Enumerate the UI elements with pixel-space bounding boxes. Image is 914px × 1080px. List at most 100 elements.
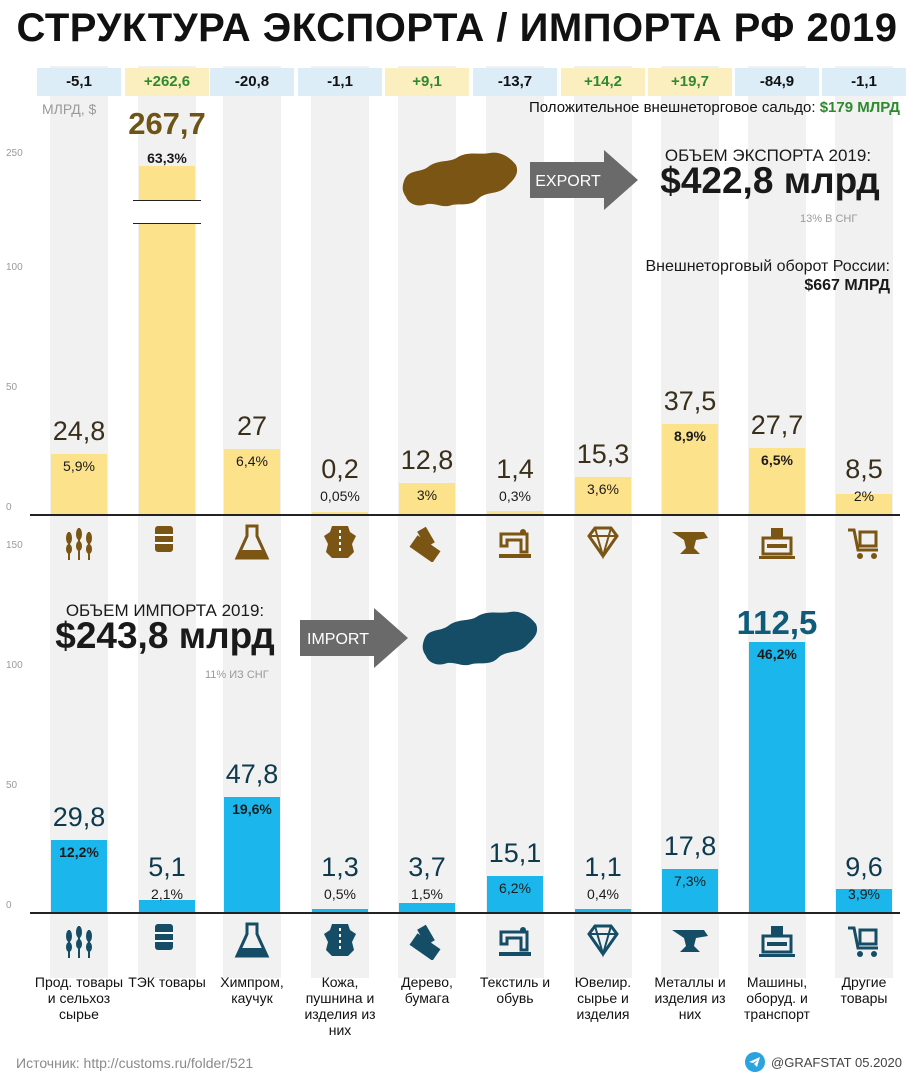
- y-tick-label: 100: [6, 262, 23, 273]
- wheat-icon: [59, 920, 99, 960]
- import-bar: [749, 642, 805, 912]
- export-cis-share: 13% В СНГ: [800, 213, 858, 225]
- sewing-machine-icon: [495, 920, 535, 960]
- balance-note-value: $179 МЛРД: [819, 99, 900, 116]
- telegram-icon: [745, 1052, 766, 1072]
- export-value-label: 37,5: [663, 386, 717, 416]
- cart-box-icon: [844, 522, 884, 562]
- import-value-label: 29,8: [52, 802, 106, 833]
- export-bar: [575, 477, 631, 514]
- wood-plank-icon: [407, 522, 447, 563]
- export-share-label: 5,9%: [63, 458, 95, 475]
- export-share-label: 8,9%: [674, 428, 706, 444]
- y-tick-label: 0: [6, 900, 12, 911]
- export-share-label: 0,3%: [499, 488, 531, 504]
- category-label: Другие товары: [840, 974, 888, 1006]
- column-stripe: [311, 66, 369, 978]
- balance-value: +9,1: [385, 68, 469, 96]
- flask-icon: [232, 920, 272, 960]
- export-share-label: 6,5%: [761, 451, 793, 468]
- balance-value: -13,7: [473, 68, 557, 96]
- export-share-label: 0,05%: [320, 488, 360, 504]
- column-stripe: [574, 66, 632, 978]
- import-bar: [836, 888, 892, 912]
- import-bar: [51, 840, 107, 912]
- export-value-label: 12,8: [400, 445, 454, 476]
- export-bar: [224, 449, 280, 514]
- import-share-label: 46,2%: [757, 646, 797, 662]
- export-share-label: 6,4%: [236, 453, 268, 470]
- balance-value: +19,7: [648, 68, 732, 96]
- oil-barrel-icon: [147, 920, 187, 960]
- balance-value: +14,2: [561, 68, 645, 96]
- export-heading: ОБЪЕМ ЭКСПОРТА 2019:: [664, 146, 872, 165]
- export-bar: [662, 424, 718, 514]
- wheat-icon: [59, 522, 99, 562]
- import-arrow-label: IMPORT: [307, 631, 369, 648]
- leather-hide-icon: [320, 920, 360, 960]
- export-bar: [487, 510, 543, 514]
- export-bar: [139, 166, 195, 514]
- import-share-label: 7,3%: [674, 873, 706, 890]
- sewing-machine-icon: [495, 522, 535, 562]
- balance-value: -20,8: [210, 68, 294, 96]
- machine-icon: [757, 522, 797, 562]
- turnover-value: $667 МЛРД: [804, 277, 890, 294]
- import-share-label: 2,1%: [151, 886, 183, 902]
- import-bar: [662, 869, 718, 912]
- category-label: Текстиль и обувь: [479, 974, 551, 1006]
- axis-break-mark: [133, 200, 201, 224]
- import-value-label: 1,1: [584, 852, 622, 882]
- import-share-label: 3,9%: [848, 886, 880, 902]
- export-share-label: 3,6%: [587, 481, 619, 498]
- category-label: Металлы и изделия из них: [654, 974, 726, 1022]
- export-value-label: 8,5: [845, 454, 883, 484]
- export-value-label: 15,3: [576, 439, 630, 470]
- import-share-label: 12,2%: [59, 844, 99, 861]
- export-share-label: 3%: [416, 487, 438, 504]
- cart-box-icon: [844, 920, 884, 960]
- oil-barrel-icon: [147, 522, 187, 562]
- import-value-label: 3,7: [408, 852, 446, 882]
- russia-map-export: [402, 152, 518, 207]
- export-value-label: 27,7: [750, 409, 804, 440]
- import-value-label: 9,6: [845, 852, 883, 882]
- import-arrow: IMPORT: [300, 608, 408, 668]
- balance-value: -1,1: [298, 68, 382, 96]
- column-stripe: [661, 66, 719, 978]
- import-bar: [139, 899, 195, 912]
- y-tick-label: 50: [6, 382, 18, 393]
- export-share-label: 63,3%: [147, 150, 187, 166]
- export-baseline: [30, 514, 900, 516]
- balance-value: +262,6: [125, 68, 209, 96]
- category-label: Ювелир. сырье и изделия: [574, 974, 632, 1022]
- y-tick-label: 0: [6, 502, 12, 513]
- source-note: Источник: http://customs.ru/folder/521: [16, 1055, 254, 1071]
- diamond-icon: [583, 920, 623, 960]
- flask-icon: [232, 522, 272, 562]
- export-bar: [749, 447, 805, 514]
- import-share-label: 0,4%: [587, 886, 619, 902]
- column-stripe: [486, 66, 544, 978]
- unit-label: МЛРД, $: [42, 101, 97, 117]
- category-label: Машины, оборуд. и транспорт: [744, 974, 810, 1022]
- balance-note-prefix: Положительное внешнеторговое сальдо:: [529, 99, 820, 116]
- russia-map-import: [422, 611, 538, 666]
- export-arrow-label: EXPORT: [535, 173, 601, 190]
- credit: @GRAFSTAT 05.2020: [745, 1052, 902, 1072]
- import-bar: [487, 875, 543, 912]
- export-value-label: 27: [236, 411, 268, 442]
- category-label: Дерево, бумага: [401, 974, 453, 1006]
- import-value-label: 47,8: [225, 759, 279, 790]
- import-share-label: 6,2%: [499, 879, 531, 896]
- import-value-label: 5,1: [148, 852, 186, 882]
- anvil-icon: [670, 920, 710, 960]
- y-tick-label: 250: [6, 148, 23, 159]
- balance-value: -1,1: [822, 68, 906, 96]
- import-bar: [224, 797, 280, 912]
- y-tick-label: 50: [6, 780, 18, 791]
- leather-hide-icon: [320, 522, 360, 562]
- export-bar: [399, 483, 455, 514]
- export-arrow: EXPORT: [530, 150, 638, 210]
- balance-value: -84,9: [735, 68, 819, 96]
